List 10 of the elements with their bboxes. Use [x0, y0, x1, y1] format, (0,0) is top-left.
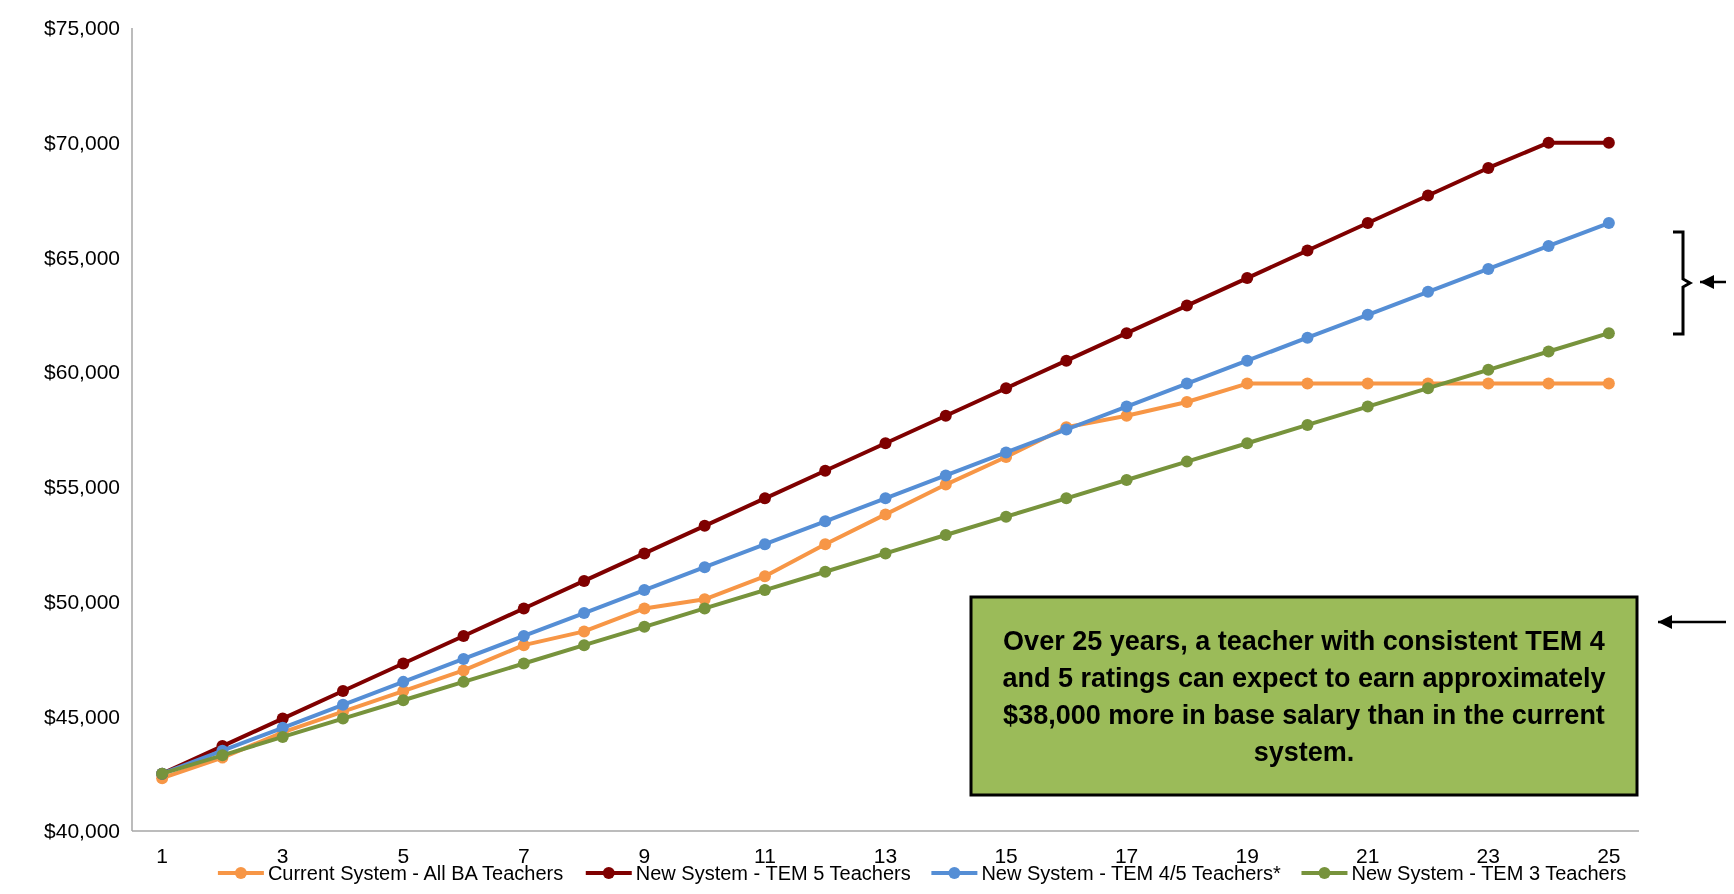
y-tick-label: $75,000 — [44, 16, 120, 40]
x-tick-label: 1 — [156, 844, 168, 867]
y-tick-label: $70,000 — [44, 131, 120, 155]
y-tick-label: $55,000 — [44, 475, 120, 499]
y-tick-label: $40,000 — [44, 819, 120, 843]
annotation: Over 25 years, a teacher with consistent TEM 4 and 5 ratings can expect to earn approximately $38,000 more in base salary than in the current system. — [1002, 625, 1606, 767]
y-tick-label: $65,000 — [44, 245, 120, 269]
y-tick-label: $45,000 — [44, 704, 120, 728]
y-tick-label: $60,000 — [44, 360, 120, 384]
y-tick-label: $50,000 — [44, 589, 120, 613]
